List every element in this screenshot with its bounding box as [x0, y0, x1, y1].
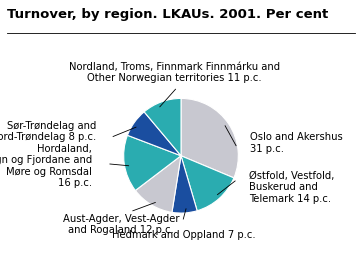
Wedge shape — [172, 156, 197, 213]
Text: Nordland, Troms, Finnmark Finnmárku and
Other Norwegian territories 11 p.c.: Nordland, Troms, Finnmark Finnmárku and … — [68, 62, 280, 84]
Text: Østfold, Vestfold,
Buskerud and
Telemark 14 p.c.: Østfold, Vestfold, Buskerud and Telemark… — [249, 171, 334, 204]
Wedge shape — [181, 156, 234, 211]
Wedge shape — [181, 98, 238, 178]
Text: Turnover, by region. LKAUs. 2001. Per cent: Turnover, by region. LKAUs. 2001. Per ce… — [7, 8, 328, 21]
Text: Oslo and Akershus
31 p.c.: Oslo and Akershus 31 p.c. — [250, 132, 342, 154]
Text: Sør-Trøndelag and
Nord-Trøndelag 8 p.c.: Sør-Trøndelag and Nord-Trøndelag 8 p.c. — [0, 121, 96, 143]
Wedge shape — [135, 156, 181, 212]
Wedge shape — [124, 135, 181, 191]
Text: Hordaland,
Sogn og Fjordane and
Møre og Romsdal
16 p.c.: Hordaland, Sogn og Fjordane and Møre og … — [0, 144, 92, 188]
Wedge shape — [144, 98, 181, 156]
Text: Aust-Agder, Vest-Agder
and Rogaland 12 p.c.: Aust-Agder, Vest-Agder and Rogaland 12 p… — [63, 214, 179, 235]
Text: Hedmark and Oppland 7 p.c.: Hedmark and Oppland 7 p.c. — [112, 230, 256, 240]
Wedge shape — [127, 112, 181, 156]
